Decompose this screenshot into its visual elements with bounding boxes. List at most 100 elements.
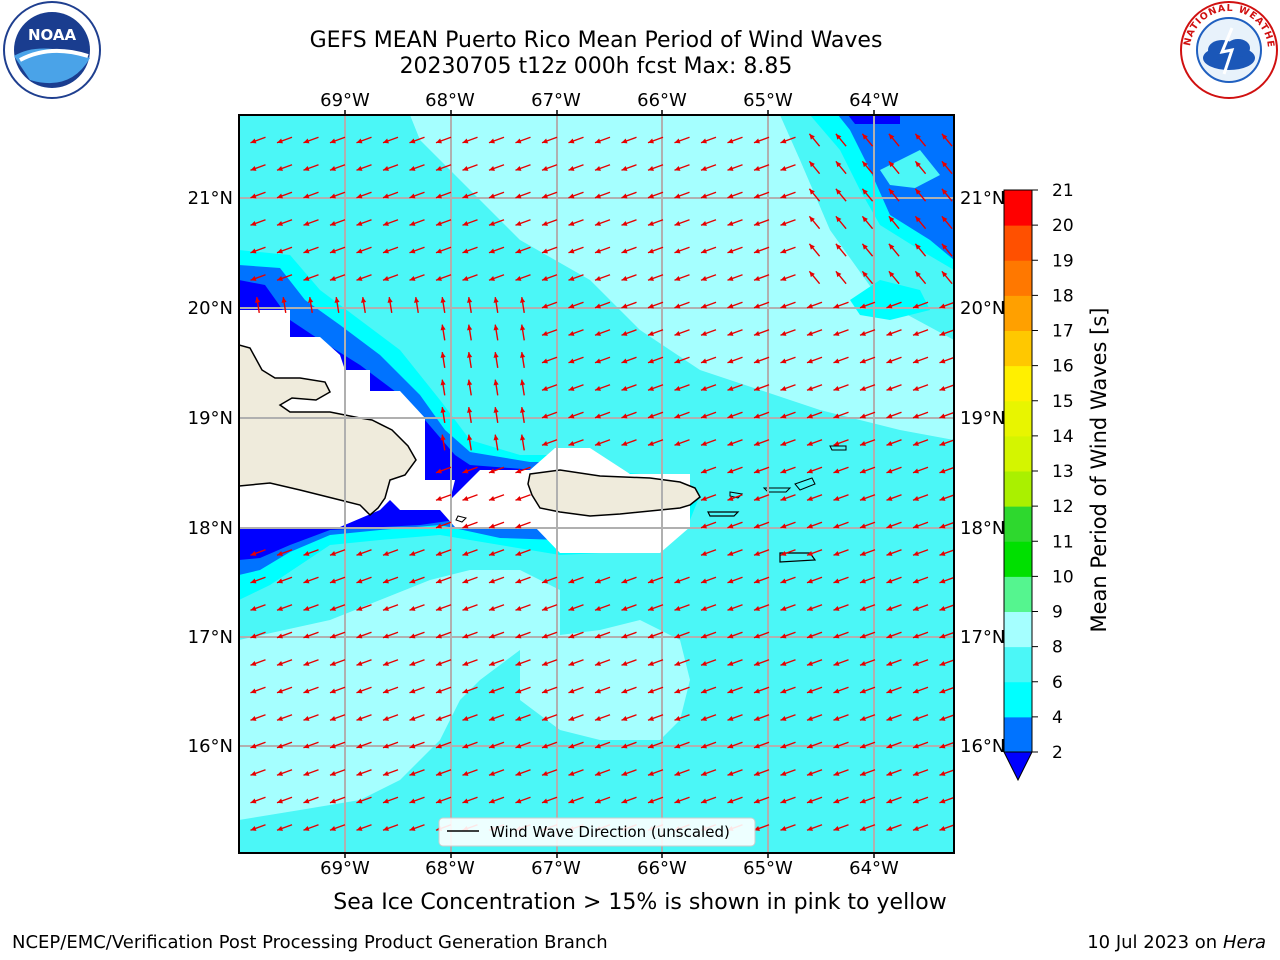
wind-arrow-head: [912, 413, 919, 419]
wind-arrow-head: [809, 243, 815, 250]
wind-arrow-head: [674, 633, 681, 639]
wind-arrow-head: [700, 413, 707, 419]
map-field: [239, 115, 954, 853]
wind-arrow-head: [382, 743, 389, 749]
wind-arrow-head: [568, 358, 575, 364]
wind-arrow-head: [356, 138, 363, 144]
wind-arrow-head: [806, 633, 813, 639]
wind-arrow-head: [833, 358, 840, 364]
wind-arrow-head: [515, 220, 522, 226]
wind-arrow-head: [594, 193, 601, 199]
wind-arrow-head: [912, 605, 919, 611]
wind-arrow-head: [467, 379, 473, 386]
wind-arrow-head: [515, 193, 522, 199]
lon-label-bottom: 64°W: [849, 858, 899, 879]
wind-arrow-head: [912, 385, 919, 391]
wind-arrow-head: [520, 324, 526, 331]
wind-arrow-head: [329, 275, 336, 281]
wind-arrow-head: [647, 275, 654, 281]
wind-arrow-head: [859, 605, 866, 611]
wind-arrow-head: [435, 275, 442, 281]
wind-arrow-head: [886, 413, 893, 419]
wind-arrow-head: [515, 770, 522, 776]
colorbar-tick-label: 14: [1052, 427, 1074, 447]
wind-arrow-head: [594, 138, 601, 144]
wind-arrow-head: [409, 605, 416, 611]
wind-arrow-head: [250, 220, 257, 226]
wind-arrow-head: [467, 324, 473, 331]
colorbar-label: Mean Period of Wind Waves [s]: [1087, 308, 1111, 633]
wind-arrow-head: [780, 468, 787, 474]
wind-arrow-head: [493, 324, 499, 331]
wind-arrow-head: [859, 770, 866, 776]
colorbar-tick-label: 2: [1052, 743, 1063, 763]
wind-arrow-head: [515, 165, 522, 171]
wind-arrow-head: [462, 688, 469, 694]
wind-arrow-head: [515, 138, 522, 144]
wind-arrow-head: [515, 468, 522, 474]
wind-arrow-head: [780, 248, 787, 254]
lat-label-left: 21°N: [188, 188, 233, 209]
wind-arrow-head: [361, 297, 367, 303]
wind-arrow-head: [382, 798, 389, 804]
wind-arrow-head: [806, 385, 813, 391]
wind-arrow-head: [568, 193, 575, 199]
wind-arrow-head: [727, 330, 734, 336]
wind-arrow-head: [541, 688, 548, 694]
lat-label-left: 17°N: [188, 627, 233, 648]
wind-arrow-head: [806, 688, 813, 694]
wind-arrow-head: [515, 495, 522, 501]
colorbar-tick-label: 16: [1052, 357, 1074, 377]
wind-arrow-head: [541, 165, 548, 171]
wind-arrow-head: [700, 440, 707, 446]
wind-arrow-head: [250, 193, 257, 199]
lon-label-bottom: 66°W: [637, 858, 687, 879]
wind-arrow-head: [621, 660, 628, 666]
wind-arrow-head: [888, 188, 895, 195]
wind-arrow-head: [356, 550, 363, 556]
wind-arrow-head: [303, 605, 310, 611]
wind-arrow-head: [276, 605, 283, 611]
wind-arrow-head: [488, 660, 495, 666]
wind-arrow-head: [833, 688, 840, 694]
wind-arrow-head: [912, 743, 919, 749]
wind-arrow-head: [276, 770, 283, 776]
wind-arrow-head: [568, 138, 575, 144]
wind-arrow-head: [488, 798, 495, 804]
wind-arrow-head: [467, 352, 473, 358]
wind-arrow-head: [753, 468, 760, 474]
colorbar-segment: [1004, 611, 1032, 648]
wind-arrow-head: [467, 297, 473, 303]
wind-arrow-head: [939, 688, 946, 694]
wind-arrow-head: [780, 275, 787, 281]
colorbar-under-triangle: [1003, 751, 1033, 782]
wind-arrow-head: [462, 550, 469, 556]
wind-arrow-head: [886, 605, 893, 611]
wind-arrow-head: [303, 275, 310, 281]
wind-arrow-head: [594, 660, 601, 666]
wind-arrow-head: [435, 660, 442, 666]
wind-arrow-head: [488, 605, 495, 611]
wind-arrow-head: [939, 385, 946, 391]
wind-arrow-head: [862, 133, 868, 140]
wind-arrow-head: [329, 605, 336, 611]
wind-arrow-head: [700, 165, 707, 171]
wind-arrow-head: [912, 550, 919, 556]
wind-arrow-head: [753, 550, 760, 556]
wind-arrow-head: [886, 523, 893, 529]
wind-arrow-head: [727, 165, 734, 171]
wind-arrow-head: [859, 825, 866, 831]
wind-arrow-head: [541, 358, 548, 364]
lat-label-left: 19°N: [188, 408, 233, 429]
wind-arrow-head: [806, 440, 813, 446]
wind-arrow-head: [462, 605, 469, 611]
lon-label-top: 69°W: [320, 90, 370, 111]
wind-arrow-head: [700, 633, 707, 639]
colorbar-tick-label: 9: [1052, 603, 1063, 623]
wind-arrow-head: [806, 743, 813, 749]
wind-arrow-head: [727, 770, 734, 776]
wind-arrow-head: [621, 220, 628, 226]
wind-arrow-head: [356, 770, 363, 776]
wind-arrow-head: [462, 138, 469, 144]
wind-arrow-head: [488, 220, 495, 226]
